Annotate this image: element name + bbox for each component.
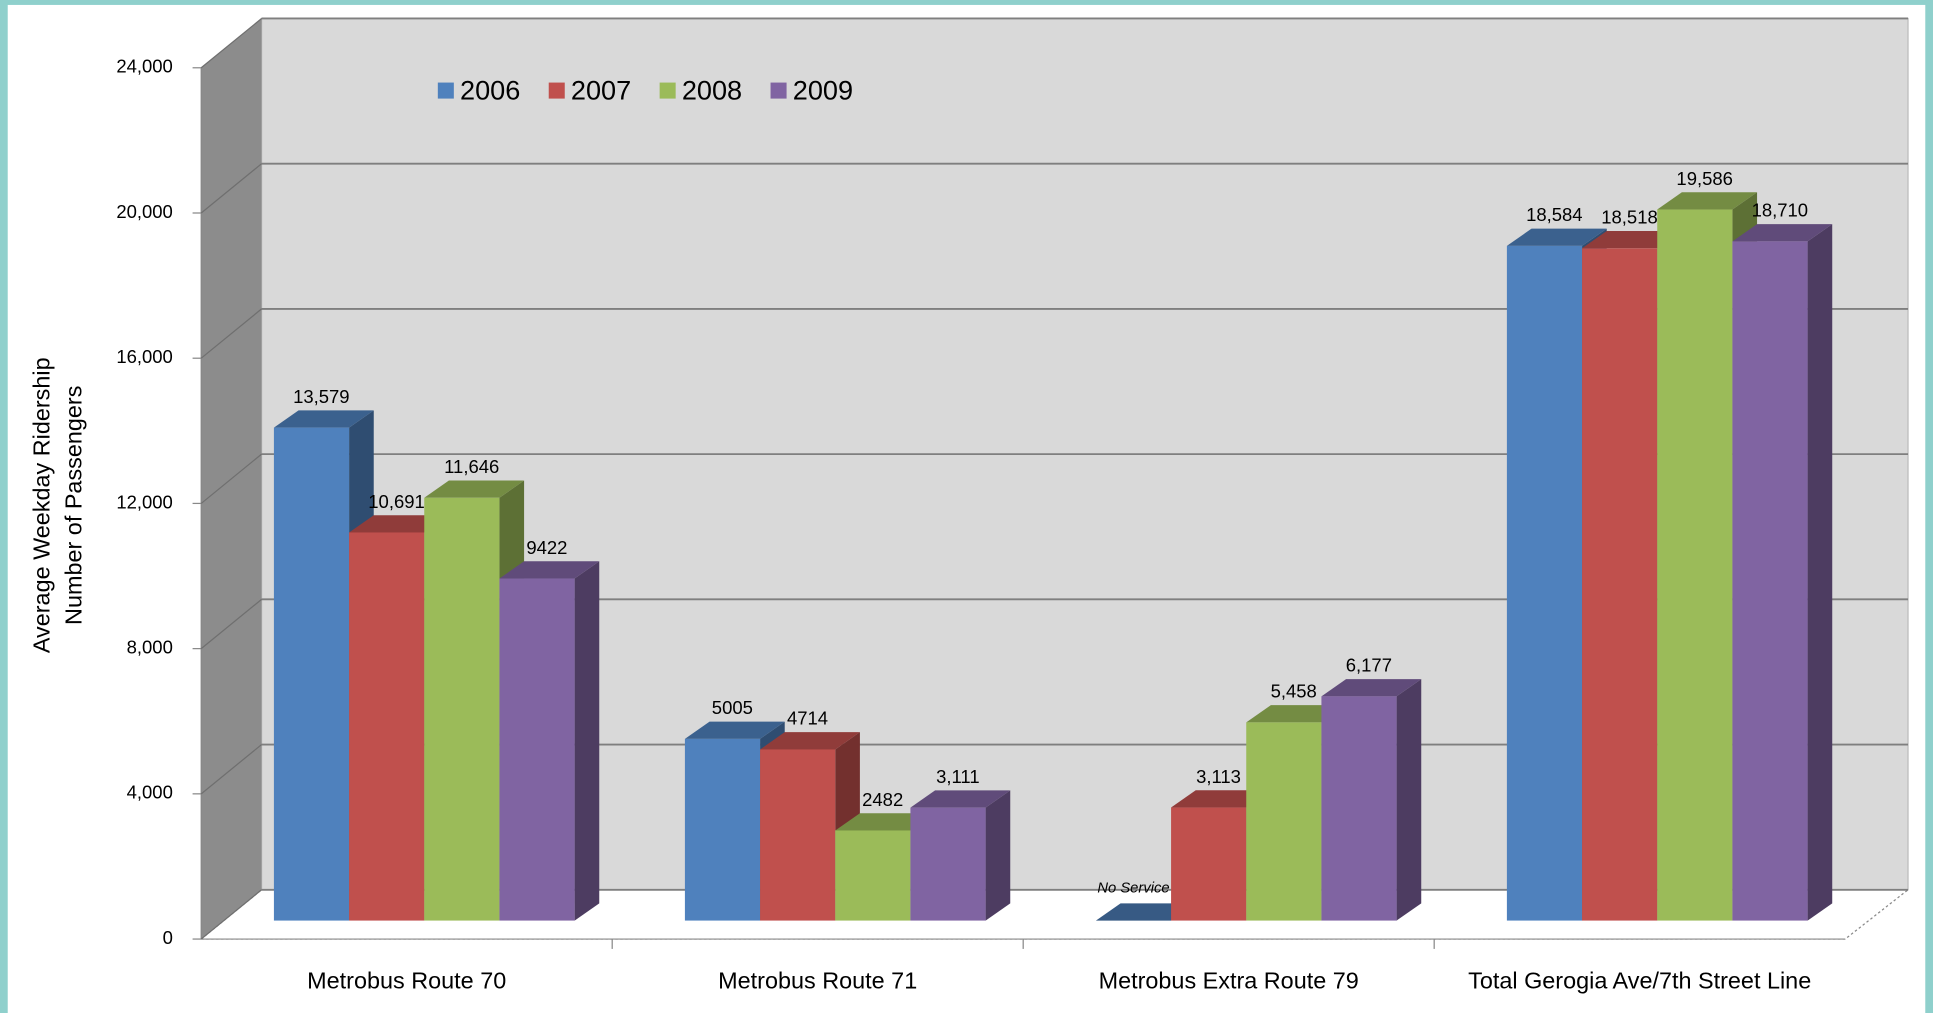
bar-top bbox=[1657, 192, 1758, 210]
bar bbox=[1732, 241, 1808, 921]
data-label: 9422 bbox=[526, 537, 567, 558]
data-label: 19,586 bbox=[1676, 168, 1733, 189]
bar bbox=[273, 427, 350, 921]
bar bbox=[499, 578, 575, 921]
bar-top bbox=[910, 790, 1011, 808]
bar bbox=[835, 830, 911, 921]
bar-side bbox=[1807, 224, 1833, 921]
bar-top bbox=[1582, 231, 1682, 249]
data-label: 5,458 bbox=[1271, 681, 1317, 702]
legend-swatch bbox=[437, 82, 454, 99]
bar-top bbox=[1246, 705, 1347, 723]
data-label: 2482 bbox=[862, 789, 903, 810]
data-label: No Service bbox=[1097, 880, 1169, 896]
grid-line bbox=[200, 453, 262, 504]
y-tick-label: 8,000 bbox=[127, 637, 173, 658]
legend-label: 2009 bbox=[793, 75, 853, 106]
y-tick-label: 12,000 bbox=[116, 491, 173, 512]
bar-side bbox=[985, 790, 1011, 921]
y-label: Average Weekday Ridership bbox=[29, 357, 55, 653]
bar-top bbox=[1171, 790, 1271, 808]
x-tick-label: Metrobus Route 70 bbox=[307, 967, 506, 993]
legend-swatch bbox=[659, 82, 676, 99]
grid-line bbox=[200, 889, 262, 940]
bar-top bbox=[1321, 679, 1422, 697]
legend-label: 2006 bbox=[460, 75, 520, 106]
y-label: Number of Passengers bbox=[61, 386, 87, 625]
bar-top bbox=[349, 515, 449, 533]
y-tick-label: 16,000 bbox=[116, 346, 173, 367]
bar bbox=[760, 749, 836, 921]
data-label: 3,111 bbox=[936, 766, 979, 787]
y-tick-label: 0 bbox=[163, 927, 173, 948]
data-label: 18,584 bbox=[1526, 204, 1583, 225]
bar-side bbox=[1396, 679, 1422, 921]
bar bbox=[1506, 245, 1583, 921]
bar bbox=[1657, 209, 1733, 921]
legend-label: 2008 bbox=[682, 75, 742, 106]
bar bbox=[424, 497, 500, 921]
y-axis-title: Average Weekday Ridership Number of Pass… bbox=[29, 357, 87, 653]
x-tick-label: Total Gerogia Ave/7th Street Line bbox=[1468, 967, 1811, 993]
grid-line bbox=[200, 744, 262, 795]
bar bbox=[910, 807, 986, 921]
bar bbox=[1171, 807, 1247, 921]
x-tick-label: Metrobus Extra Route 79 bbox=[1099, 967, 1359, 993]
bar bbox=[684, 738, 761, 921]
bar-top bbox=[1506, 228, 1607, 246]
bar bbox=[1246, 722, 1322, 921]
bar-top bbox=[424, 480, 525, 498]
bar-top bbox=[760, 732, 860, 750]
grid-line bbox=[200, 163, 262, 214]
bar-top bbox=[684, 721, 785, 739]
bar bbox=[1321, 696, 1397, 921]
x-tick-label: Metrobus Route 71 bbox=[718, 967, 917, 993]
data-label: 4714 bbox=[787, 708, 828, 729]
data-label: 5005 bbox=[712, 697, 753, 718]
y-tick-label: 4,000 bbox=[127, 782, 173, 803]
legend-label: 2007 bbox=[571, 75, 631, 106]
data-label: 18,518 bbox=[1601, 207, 1658, 228]
data-label: 10,691 bbox=[368, 491, 425, 512]
bar-top bbox=[499, 561, 600, 579]
data-label: 3,113 bbox=[1196, 766, 1241, 787]
grid-line bbox=[200, 308, 262, 359]
legend-swatch bbox=[770, 82, 787, 99]
y-tick-label: 20,000 bbox=[116, 201, 173, 222]
bar-top bbox=[273, 410, 374, 428]
data-label: 6,177 bbox=[1346, 655, 1392, 676]
y-tick-label: 24,000 bbox=[116, 56, 173, 77]
data-label: 13,579 bbox=[293, 386, 350, 407]
bar-top bbox=[835, 813, 936, 831]
bar bbox=[1582, 248, 1658, 921]
grid-line bbox=[200, 18, 262, 69]
bar-side bbox=[574, 561, 600, 921]
grid-line bbox=[200, 598, 262, 650]
bar-empty bbox=[1095, 903, 1196, 921]
bar bbox=[349, 532, 425, 921]
bar-top bbox=[1732, 224, 1833, 242]
data-label: 11,646 bbox=[444, 456, 499, 477]
data-label: 18,710 bbox=[1752, 200, 1809, 221]
legend-swatch bbox=[548, 82, 565, 99]
